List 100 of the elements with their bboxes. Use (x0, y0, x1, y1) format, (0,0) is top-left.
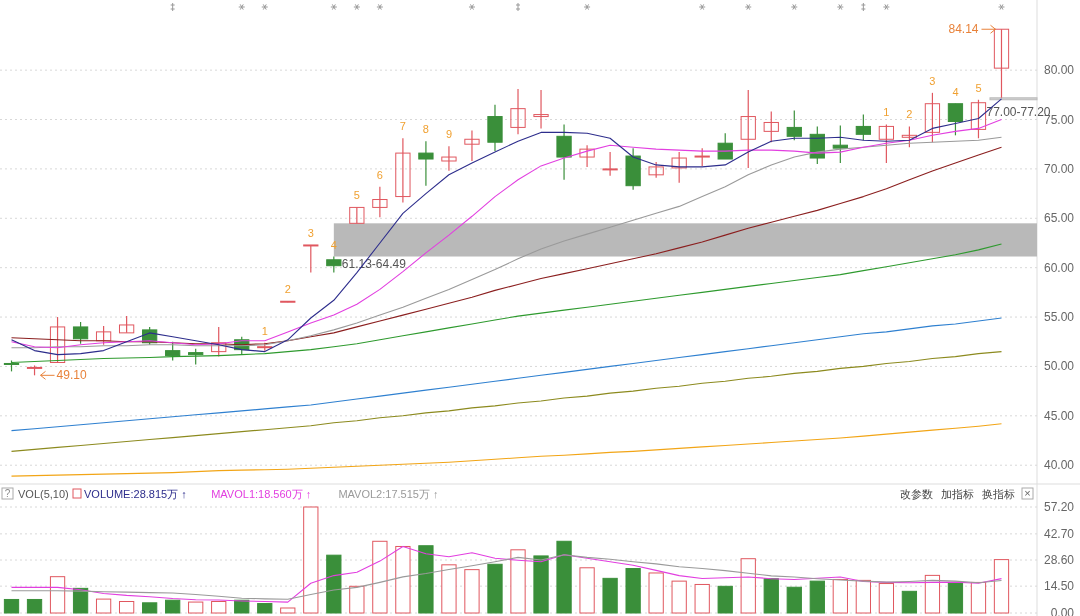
bar (349, 585, 365, 614)
y-tick-label: 70.00 (1043, 161, 1075, 176)
candlestick (740, 89, 756, 169)
text: 7 (399, 120, 406, 133)
text: 2 (284, 283, 291, 296)
y-tick-label: 45.00 (1043, 408, 1075, 423)
candlestick (464, 129, 480, 162)
bar (326, 554, 342, 614)
candlestick (372, 186, 388, 218)
bar (625, 568, 641, 614)
text: 9 (445, 128, 453, 141)
bar (970, 581, 987, 614)
candlestick (947, 103, 964, 136)
bar (648, 572, 664, 614)
text: 换指标 (982, 488, 1015, 500)
text: 3 (307, 226, 314, 239)
text: MAVOL1:18.560万 ↑ (211, 488, 312, 500)
y-tick-label: 28.60 (1043, 553, 1075, 567)
line-series (10, 351, 1003, 452)
bar (487, 563, 503, 614)
bar (395, 545, 411, 614)
bar (832, 578, 848, 614)
candlestick (349, 206, 365, 224)
line-series (10, 545, 1003, 603)
bar (441, 564, 457, 614)
line-series (10, 423, 1003, 477)
candlestick (763, 111, 779, 143)
bar (303, 506, 319, 614)
candlestick (602, 151, 618, 177)
bar (464, 569, 480, 614)
bar (763, 578, 779, 614)
y-tick-label: 60.00 (1043, 260, 1075, 275)
annotation: 49.10 (56, 368, 87, 383)
candlestick (786, 110, 802, 141)
bar (95, 598, 112, 614)
bar (533, 555, 549, 614)
text: 4 (952, 85, 959, 98)
candlestick (395, 137, 411, 204)
candlestick (49, 316, 66, 364)
bar (579, 567, 595, 614)
text: 改参数 (900, 488, 933, 500)
y-tick-label: 80.00 (1043, 63, 1075, 78)
text: ? (4, 488, 11, 499)
y-tick-label: 14.50 (1043, 579, 1075, 594)
candlestick (901, 125, 918, 148)
bar (418, 545, 434, 614)
candlestick (510, 88, 526, 135)
text: 6 (376, 168, 383, 181)
bar (878, 583, 895, 614)
candlestick (855, 113, 871, 141)
candlestick (993, 28, 1010, 99)
bar (26, 598, 43, 614)
y-tick-label: 42.70 (1043, 526, 1075, 541)
text: 4 (330, 238, 337, 251)
line-series (10, 317, 1003, 432)
bar (211, 601, 227, 614)
bar (556, 540, 572, 614)
candlestick (556, 123, 572, 181)
bar (740, 558, 756, 614)
bar (510, 549, 526, 614)
bar (694, 583, 710, 614)
bar (49, 576, 66, 614)
bar (786, 586, 802, 614)
bar (947, 583, 964, 614)
bar (901, 590, 918, 614)
line-series (10, 554, 1003, 600)
y-tick-label: 65.00 (1043, 211, 1075, 226)
candlestick (418, 140, 434, 187)
candlestick (72, 321, 89, 345)
y-tick-label: 50.00 (1043, 359, 1075, 374)
text: MAVOL2:17.515万 ↑ (338, 488, 439, 500)
text: × (1024, 487, 1031, 499)
candlestick (878, 123, 895, 164)
bar (602, 577, 618, 614)
candlestick (671, 151, 687, 184)
text: 加指标 (941, 488, 974, 500)
bar (717, 585, 733, 614)
candlestick (441, 145, 457, 172)
candlestick (303, 244, 319, 274)
bar (3, 598, 20, 614)
legend-label: VOLUME:28.815万 ↑ (84, 488, 187, 500)
y-tick-label: 40.00 (1043, 458, 1075, 473)
bar (257, 603, 273, 614)
text: 5 (975, 81, 982, 94)
bar (993, 559, 1010, 614)
candlestick (211, 326, 227, 358)
chart-title: VOL(5,10) (18, 488, 69, 500)
bar (809, 580, 825, 614)
candlestick (970, 99, 987, 139)
bar (165, 599, 181, 614)
bar (372, 540, 388, 614)
candlestick (533, 89, 549, 129)
bar (855, 579, 871, 614)
bar (671, 580, 687, 614)
y-tick-label: 57.20 (1043, 500, 1075, 514)
text: 8 (422, 123, 429, 136)
bar (280, 607, 296, 614)
annotation: 84.14 (948, 22, 979, 37)
candlestick (579, 144, 595, 168)
y-tick-label: 55.00 (1043, 310, 1075, 325)
